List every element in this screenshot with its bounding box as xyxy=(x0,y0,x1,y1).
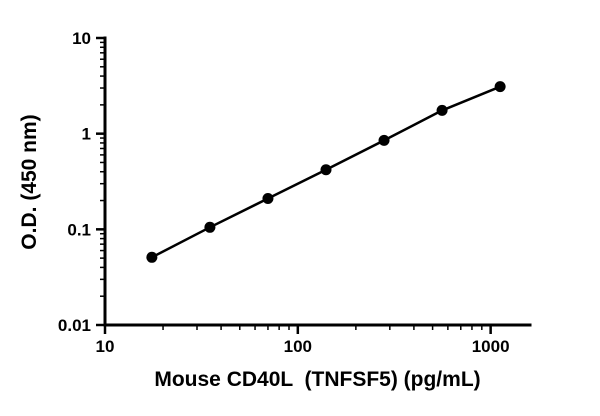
x-tick-label: 100 xyxy=(284,337,312,356)
data-point xyxy=(262,193,274,205)
data-point xyxy=(494,81,506,93)
x-tick-label: 10 xyxy=(96,337,115,356)
y-axis-title: O.D. (450 nm) xyxy=(18,114,41,250)
data-point xyxy=(378,134,390,146)
x-axis-title: Mouse CD40L (TNFSF5) (pg/mL) xyxy=(154,368,481,391)
data-point xyxy=(146,251,158,263)
y-tick-label: 0.01 xyxy=(58,316,91,335)
data-point xyxy=(320,164,332,176)
data-point xyxy=(204,221,216,233)
data-point xyxy=(436,104,448,116)
y-tick-label: 0.1 xyxy=(67,220,91,239)
x-tick-label: 1000 xyxy=(472,337,510,356)
y-tick-label: 1 xyxy=(82,125,91,144)
y-tick-label: 10 xyxy=(72,29,91,48)
